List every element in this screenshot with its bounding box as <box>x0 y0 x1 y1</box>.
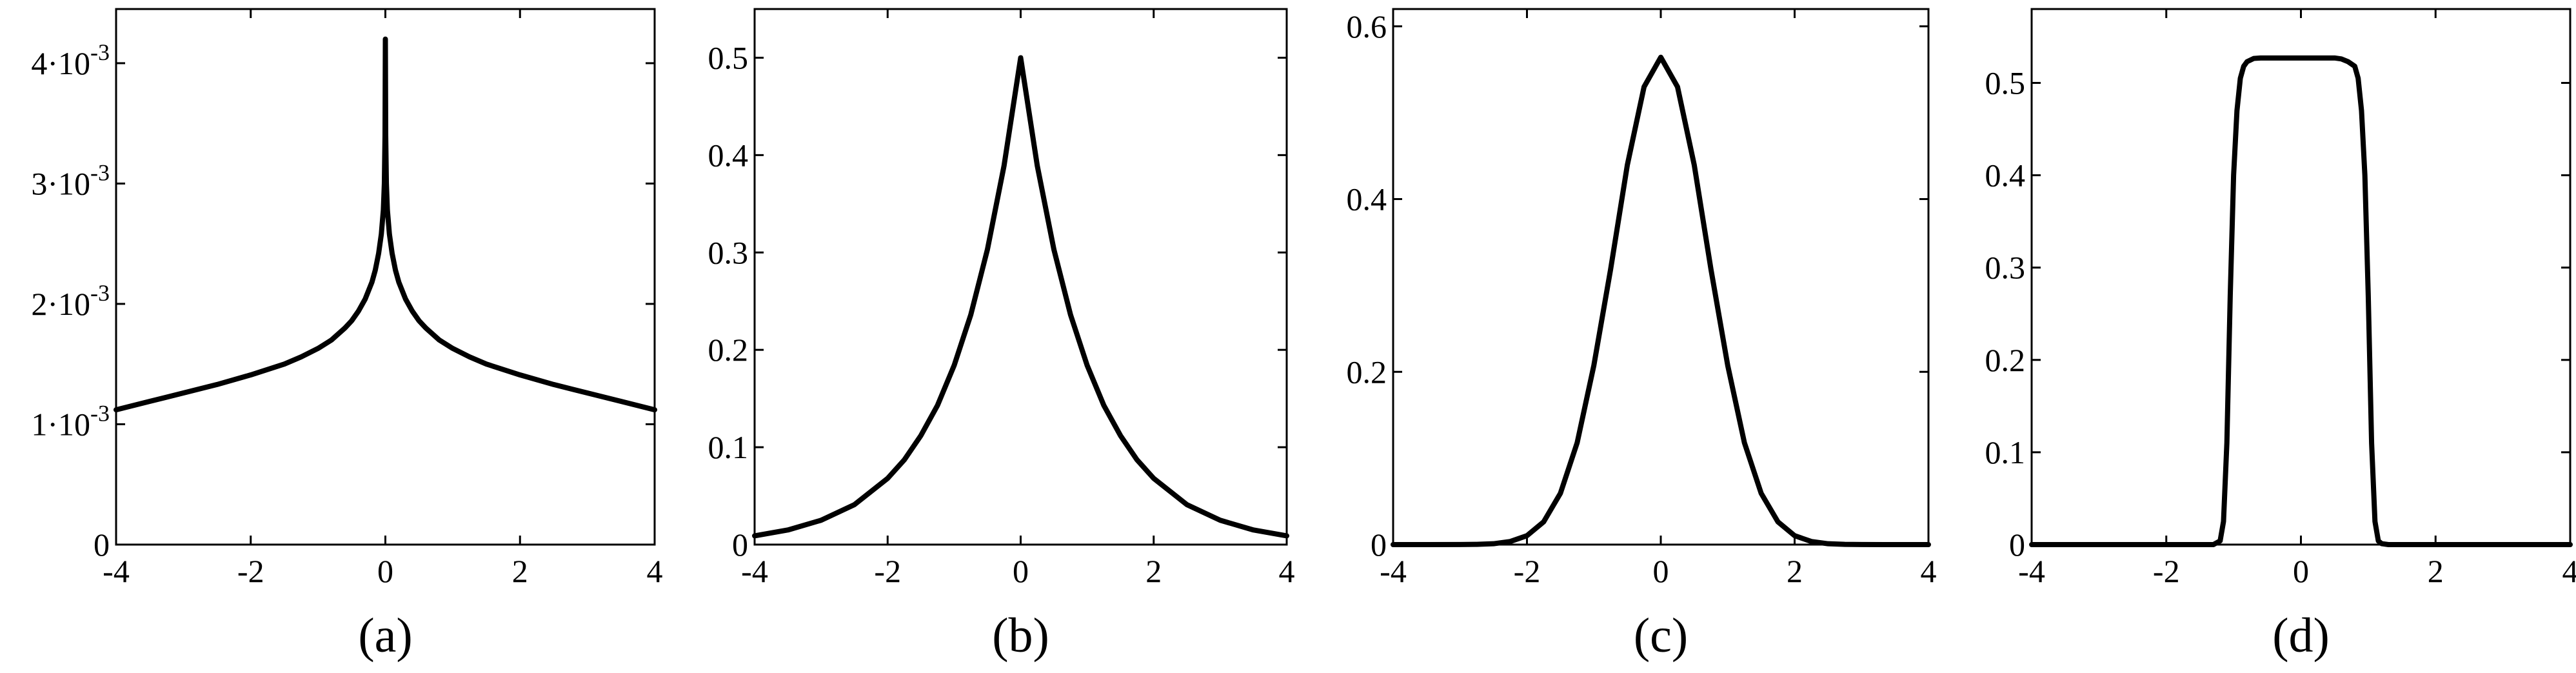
y-tick-label: 4·10-3 <box>31 39 110 81</box>
panel-label: (b) <box>992 608 1049 663</box>
panel-label: (d) <box>2272 608 2330 663</box>
panel-label: (c) <box>1634 608 1688 663</box>
x-tick-label: 4 <box>2562 553 2576 589</box>
y-tick-label: 2·10-3 <box>31 280 110 322</box>
y-tick-label: 0 <box>94 527 110 563</box>
panel-2: -4 -2 0 2 4 0 0.1 0.2 0.3 0.4 0.5 (b) <box>708 8 1295 663</box>
y-tick-label: 0.2 <box>1985 342 2026 378</box>
panel-1: -4 -2 0 2 4 0 1·10-3 2·10-3 3·10-3 4·10-3 (a) <box>31 8 663 663</box>
y-tick-label: 0 <box>732 527 748 563</box>
y-tick-label: 0.6 <box>1347 8 1387 45</box>
y-tick-label: 0.3 <box>1985 250 2026 286</box>
series-line-1 <box>752 55 1289 539</box>
x-tick-label: 4 <box>1279 553 1295 589</box>
x-tick-label: 2 <box>1787 553 1803 589</box>
y-tick-label: 0 <box>2009 527 2025 563</box>
x-tick-label: -2 <box>2153 553 2180 589</box>
y-tick-label: 0.3 <box>708 234 749 270</box>
series-line-1 <box>2029 55 2573 547</box>
x-tick-label: -4 <box>741 553 768 589</box>
axes-frame <box>2030 8 2571 546</box>
y-tick-label: 0.1 <box>708 429 749 465</box>
x-tick-label: 0 <box>377 553 393 589</box>
x-tick-label: -2 <box>237 553 264 589</box>
x-tick-label: -2 <box>874 553 901 589</box>
y-tick-label: 0.5 <box>1985 65 2026 101</box>
y-tick-label: 0.5 <box>708 39 749 75</box>
y-tick-label: 3·10-3 <box>31 159 110 201</box>
series-line-1 <box>1391 54 1931 547</box>
axes-frame <box>753 8 1288 546</box>
x-tick-label: 2 <box>1145 553 1162 589</box>
x-tick-label: -2 <box>1514 553 1541 589</box>
y-tick-label: 0.4 <box>1347 181 1387 217</box>
x-tick-label: 0 <box>1013 553 1029 589</box>
y-tick-label: 0.2 <box>1347 354 1387 390</box>
x-tick-label: -4 <box>103 553 130 589</box>
x-tick-label: 0 <box>1653 553 1669 589</box>
y-tick-label: 0.1 <box>1985 434 2026 470</box>
x-tick-label: 2 <box>512 553 528 589</box>
y-tick-label: 0.2 <box>708 332 749 368</box>
y-tick-label: 1·10-3 <box>31 400 110 442</box>
x-tick-label: -4 <box>2018 553 2045 589</box>
panel-3: -4 -2 0 2 4 0 0.2 0.4 0.6 (c) <box>1347 8 1937 663</box>
panel-label: (a) <box>358 608 412 663</box>
axes-frame <box>1392 8 1930 546</box>
y-tick-label: 0.4 <box>708 137 749 173</box>
x-tick-label: 0 <box>2293 553 2309 589</box>
panel-4: -4 -2 0 2 4 0 0.1 0.2 0.3 0.4 0.5 (d) <box>1985 8 2576 663</box>
x-tick-label: 4 <box>1921 553 1937 589</box>
x-tick-label: 2 <box>2428 553 2444 589</box>
y-tick-label: 0.4 <box>1985 157 2026 194</box>
series-line-1 <box>114 36 657 413</box>
x-tick-label: 4 <box>647 553 663 589</box>
y-tick-label: 0 <box>1371 527 1387 563</box>
x-tick-label: -4 <box>1380 553 1407 589</box>
